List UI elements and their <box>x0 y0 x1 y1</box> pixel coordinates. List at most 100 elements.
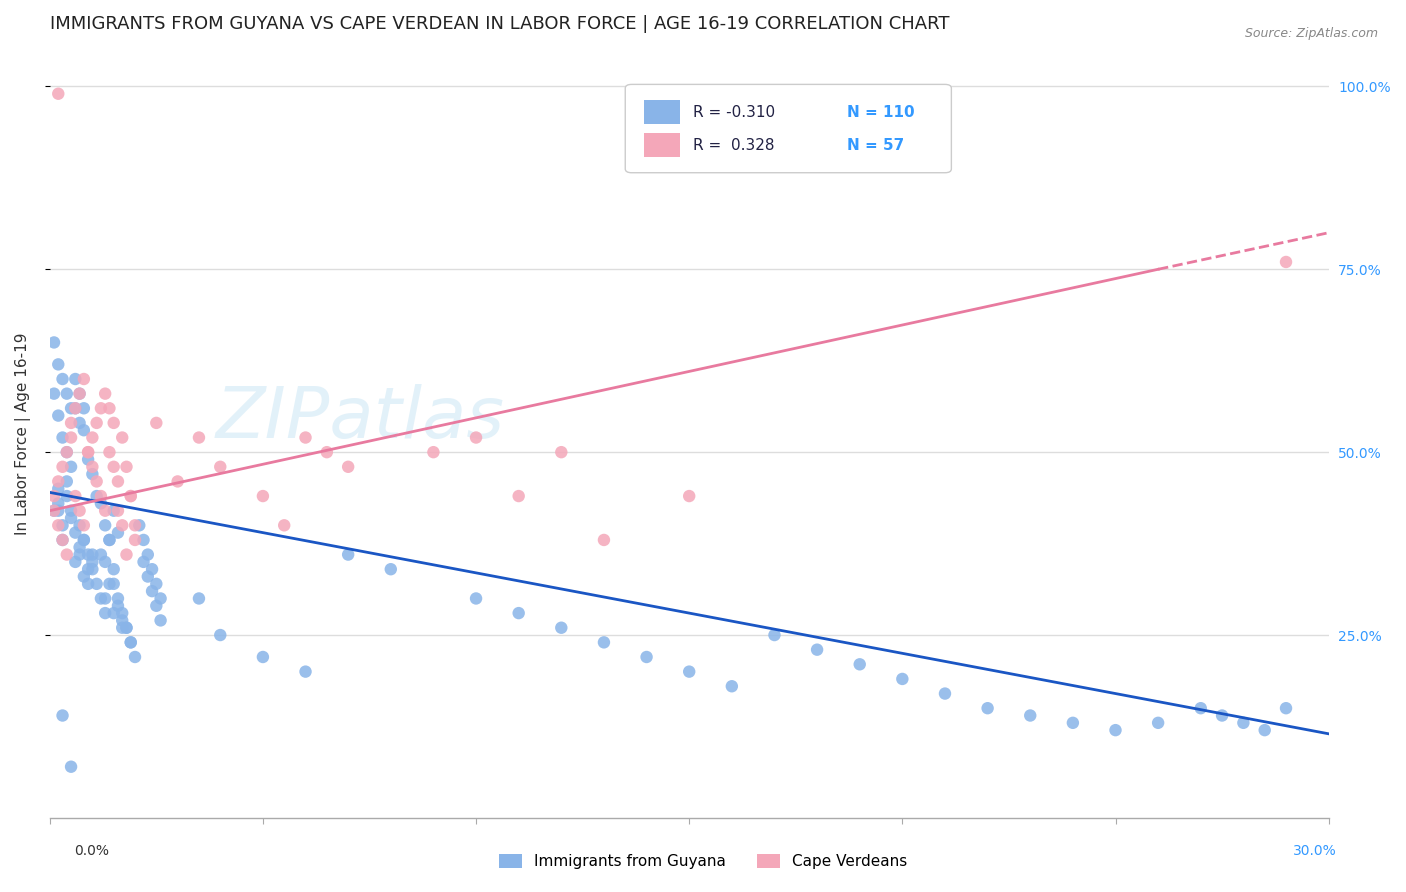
Point <box>42 386 65 401</box>
Point <box>294 431 316 445</box>
Point <box>60 760 83 774</box>
Point <box>252 650 274 665</box>
Point <box>98 533 121 547</box>
Point <box>65 401 87 416</box>
Point <box>115 548 138 562</box>
Point <box>94 504 117 518</box>
Point <box>51 372 73 386</box>
Y-axis label: In Labor Force | Age 16-19: In Labor Force | Age 16-19 <box>15 333 31 535</box>
Point <box>69 416 91 430</box>
Point <box>82 467 104 482</box>
Point <box>115 459 138 474</box>
Point <box>678 489 700 503</box>
Point <box>46 409 69 423</box>
Point <box>98 577 121 591</box>
Point <box>56 445 79 459</box>
Point <box>145 599 167 613</box>
Point <box>98 401 121 416</box>
Point <box>73 533 96 547</box>
Point <box>51 533 73 547</box>
Point <box>77 445 100 459</box>
Point <box>46 496 69 510</box>
Point <box>1275 255 1298 269</box>
Point <box>103 577 125 591</box>
Point <box>65 525 87 540</box>
Point <box>103 459 125 474</box>
Point <box>1254 723 1277 738</box>
Point <box>120 489 142 503</box>
Point <box>60 459 83 474</box>
Point <box>508 489 530 503</box>
Point <box>593 635 616 649</box>
Point <box>73 518 96 533</box>
Point <box>380 562 402 576</box>
Point <box>636 650 658 665</box>
Point <box>593 533 616 547</box>
Point <box>124 650 146 665</box>
Point <box>90 401 112 416</box>
Point <box>90 548 112 562</box>
Point <box>1062 715 1084 730</box>
Point <box>69 386 91 401</box>
Text: 0.0%: 0.0% <box>75 844 108 857</box>
Point <box>56 475 79 489</box>
Point <box>209 459 232 474</box>
Point <box>60 504 83 518</box>
Point <box>124 533 146 547</box>
Point <box>166 475 188 489</box>
Point <box>51 459 73 474</box>
Point <box>107 591 129 606</box>
Point <box>82 431 104 445</box>
Point <box>934 687 956 701</box>
Point <box>98 533 121 547</box>
Point <box>56 445 79 459</box>
Point <box>77 577 100 591</box>
Point <box>337 548 360 562</box>
Point <box>60 431 83 445</box>
Point <box>103 416 125 430</box>
Point <box>82 548 104 562</box>
Point <box>65 555 87 569</box>
Point <box>42 504 65 518</box>
Point <box>69 518 91 533</box>
Point <box>73 533 96 547</box>
Point <box>73 423 96 437</box>
Point <box>111 621 134 635</box>
Point <box>94 591 117 606</box>
Point <box>136 569 159 583</box>
Point <box>90 489 112 503</box>
Point <box>111 518 134 533</box>
Text: N = 110: N = 110 <box>846 104 914 120</box>
Text: 30.0%: 30.0% <box>1292 844 1337 857</box>
Point <box>252 489 274 503</box>
Point <box>65 372 87 386</box>
Point <box>188 431 211 445</box>
Point <box>188 591 211 606</box>
Point <box>90 496 112 510</box>
Point <box>337 459 360 474</box>
Point <box>273 518 295 533</box>
Point <box>550 445 572 459</box>
Point <box>73 372 96 386</box>
Point <box>73 401 96 416</box>
Point <box>82 459 104 474</box>
Point <box>1275 701 1298 715</box>
Point <box>51 431 73 445</box>
Point <box>111 431 134 445</box>
Point <box>69 541 91 555</box>
Point <box>315 445 337 459</box>
Point <box>69 504 91 518</box>
Point <box>60 416 83 430</box>
Point <box>1147 715 1170 730</box>
Point <box>141 562 163 576</box>
Point <box>976 701 998 715</box>
Point <box>103 562 125 576</box>
Point <box>209 628 232 642</box>
Point <box>94 518 117 533</box>
Point <box>120 635 142 649</box>
Point <box>508 606 530 620</box>
Point <box>46 87 69 101</box>
Point <box>132 555 155 569</box>
Bar <box>644 100 681 124</box>
Text: R = -0.310: R = -0.310 <box>693 104 775 120</box>
